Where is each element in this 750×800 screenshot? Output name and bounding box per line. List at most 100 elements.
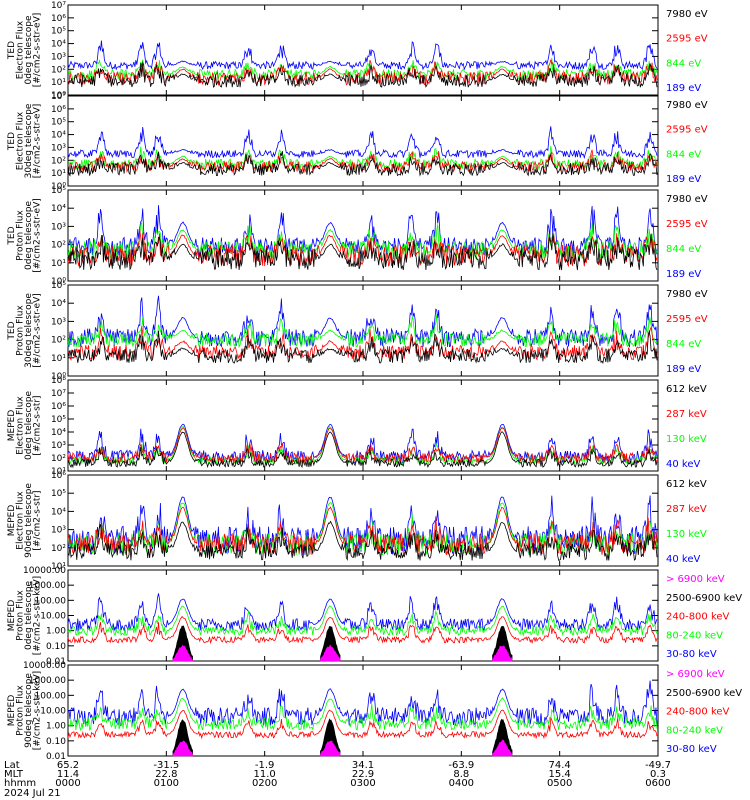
legend-entry: 612 keV bbox=[666, 384, 707, 395]
y-tick-label: 10⁶ bbox=[51, 471, 66, 481]
x-tick-label-mlt: 8.8 bbox=[453, 769, 469, 780]
legend-entry: 7980 eV bbox=[666, 194, 708, 205]
y-tick-label: 10⁸ bbox=[51, 376, 66, 386]
y-tick-label: 10² bbox=[51, 156, 66, 166]
x-tick-label-mlt: 22.8 bbox=[155, 769, 177, 780]
legend-entry: 844 eV bbox=[666, 244, 701, 255]
y-tick-label: 10² bbox=[51, 336, 66, 346]
legend-entry: 287 keV bbox=[666, 504, 707, 515]
x-row-label-lat: Lat bbox=[4, 760, 20, 771]
y-axis-label: 0deg telescope bbox=[24, 391, 34, 461]
y-tick-label: 1.00 bbox=[46, 722, 66, 732]
legend-entry: 2500-6900 keV bbox=[666, 688, 742, 699]
y-axis-label: [#/cm2-s-str] bbox=[33, 395, 43, 455]
legend-entry: 2595 eV bbox=[666, 219, 708, 230]
y-tick-label: 10³ bbox=[51, 222, 66, 232]
legend-entry: 844 eV bbox=[666, 339, 701, 350]
legend-entry: 240-800 keV bbox=[666, 612, 730, 623]
y-axis-label: 30deg telescope bbox=[24, 293, 34, 368]
y-tick-label: 10⁴ bbox=[51, 299, 66, 309]
legend-entry: 7980 eV bbox=[666, 289, 708, 300]
x-tick-label-mlt: 11.4 bbox=[57, 769, 79, 780]
y-tick-label: 10² bbox=[51, 241, 66, 251]
legend-entry: 2595 eV bbox=[666, 314, 708, 325]
y-tick-label: 10⁰ bbox=[51, 277, 66, 287]
legend-entry: 2595 eV bbox=[666, 34, 708, 45]
series-6900kev bbox=[492, 739, 513, 757]
y-tick-label: 1000.00 bbox=[29, 676, 66, 686]
legend-entry: 287 keV bbox=[666, 409, 707, 420]
series-240800kev bbox=[67, 709, 658, 740]
y-axis-label: Proton Flux bbox=[16, 210, 26, 261]
legend-entry: > 6900 keV bbox=[666, 574, 725, 585]
series-7980ev bbox=[67, 329, 658, 365]
y-tick-label: 10⁷ bbox=[51, 389, 66, 399]
series-3080kev bbox=[67, 680, 658, 727]
y-tick-label: 10⁴ bbox=[51, 204, 66, 214]
y-axis-label: 0deg telescope bbox=[24, 15, 34, 85]
legend-entry: 240-800 keV bbox=[666, 707, 730, 718]
legend-entry: 80-240 keV bbox=[666, 725, 723, 736]
y-tick-label: 10⁶ bbox=[51, 14, 66, 24]
y-tick-label: 10⁴ bbox=[51, 131, 66, 141]
series-287kev bbox=[67, 506, 658, 556]
series-189ev bbox=[67, 126, 658, 160]
y-tick-label: 10⁰ bbox=[51, 91, 66, 101]
x-tick-label-lat: -49.7 bbox=[645, 760, 671, 771]
y-axis-label: Electron Flux bbox=[16, 20, 26, 79]
y-axis-label: Proton Flux bbox=[16, 590, 26, 641]
y-axis-label: Proton Flux bbox=[16, 685, 26, 736]
series-844ev bbox=[67, 314, 658, 349]
legend-entry: 612 keV bbox=[666, 479, 707, 490]
panel-8: 0.01 0.10 1.00 10.00 100.00 1000.00 10000.00 ME… bbox=[7, 661, 742, 762]
y-tick-label: 0.10 bbox=[46, 737, 66, 747]
y-tick-label: 10¹ bbox=[51, 169, 66, 179]
y-axis-label: MEPED bbox=[7, 600, 17, 632]
y-tick-label: 10⁴ bbox=[51, 428, 66, 438]
y-tick-label: 10¹ bbox=[51, 562, 66, 572]
y-tick-label: 100.00 bbox=[35, 596, 67, 606]
legend-entry: 844 eV bbox=[666, 149, 701, 160]
y-axis-label: [#/cm2-s-str] bbox=[33, 490, 43, 550]
series-6900kev bbox=[492, 644, 513, 662]
series-844ev bbox=[67, 221, 658, 261]
y-tick-label: 10⁰ bbox=[51, 182, 66, 192]
y-tick-label: 10³ bbox=[51, 52, 66, 62]
series-6900kev bbox=[320, 740, 341, 757]
series-6900kev bbox=[172, 644, 193, 662]
y-tick-label: 0.01 bbox=[46, 752, 66, 762]
y-tick-label: 10⁷ bbox=[51, 92, 66, 102]
legend-entry: 30-80 keV bbox=[666, 649, 717, 660]
y-tick-label: 0.01 bbox=[46, 657, 66, 667]
x-tick-label-time: 0500 bbox=[547, 778, 572, 789]
panel-frame bbox=[67, 474, 659, 567]
y-tick-label: 10⁵ bbox=[51, 489, 66, 499]
legend-entry: 2500-6900 keV bbox=[666, 593, 742, 604]
y-tick-label: 10⁴ bbox=[51, 507, 66, 517]
y-axis-label: Electron Flux bbox=[16, 396, 26, 455]
y-tick-label: 10⁷ bbox=[51, 1, 66, 11]
y-tick-label: 10⁶ bbox=[51, 105, 66, 115]
series-80240kev bbox=[67, 605, 658, 637]
y-axis-label: Electron Flux bbox=[16, 111, 26, 170]
y-tick-label: 10000.00 bbox=[23, 661, 66, 671]
y-axis-label: [#/cm2-s-str-eV] bbox=[33, 13, 43, 88]
y-axis-label: Electron Flux bbox=[16, 491, 26, 550]
x-tick-label-time: 0300 bbox=[350, 778, 375, 789]
y-tick-label: 10⁵ bbox=[51, 415, 66, 425]
y-tick-label: 10.00 bbox=[40, 612, 66, 622]
x-tick-label-mlt: 11.0 bbox=[254, 769, 276, 780]
y-tick-label: 1000.00 bbox=[29, 581, 66, 591]
series-7980ev bbox=[67, 61, 658, 89]
x-tick-label-lat: -63.9 bbox=[448, 760, 474, 771]
y-tick-label: 10³ bbox=[51, 143, 66, 153]
y-tick-label: 10³ bbox=[51, 317, 66, 327]
legend-entry: 844 eV bbox=[666, 58, 701, 69]
y-tick-label: 10⁵ bbox=[51, 27, 66, 37]
x-tick-label-time: 0000 bbox=[55, 778, 80, 789]
series-240800kev bbox=[67, 615, 658, 645]
series-6900kev bbox=[172, 740, 193, 757]
